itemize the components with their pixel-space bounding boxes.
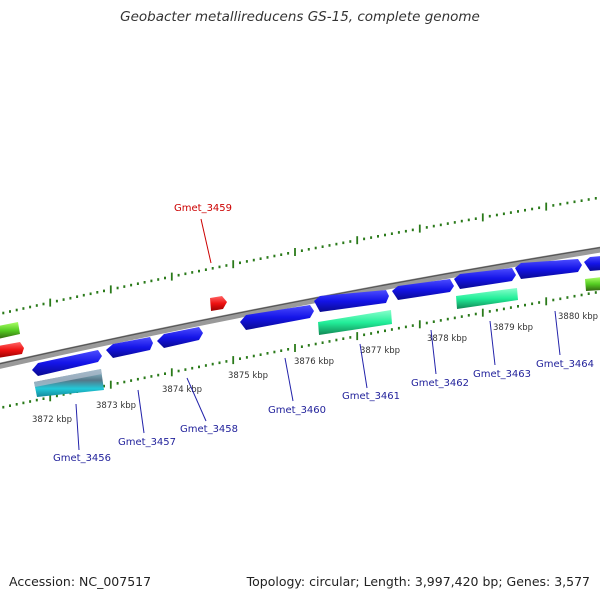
feature-gmet-3460 [240,305,314,330]
kbp-label: 3876 kbp [294,357,334,367]
feature-rna-3461 [318,310,392,335]
kbp-label: 3874 kbp [162,385,202,395]
kbp-label: 3873 kbp [96,401,136,411]
gene-label-gmet-3460[interactable]: Gmet_3460 [268,405,326,416]
feature-partial-red [0,342,24,358]
gene-label-gmet-3459[interactable]: Gmet_3459 [174,203,232,214]
genome-backbone [0,246,600,369]
gene-label-gmet-3464[interactable]: Gmet_3464 [536,359,594,370]
feature-partial-lime-right [585,277,600,291]
feature-gmet-3457 [106,337,153,358]
feature-gmet-3464 [515,259,582,279]
genome-summary-text: Topology: circular; Length: 3,997,420 bp… [246,574,590,589]
gene-label-gmet-3461[interactable]: Gmet_3461 [342,391,400,402]
genome-title: Geobacter metallireducens GS-15, complet… [120,9,480,25]
gene-label-gmet-3462[interactable]: Gmet_3462 [411,378,469,389]
gene-features [0,256,600,397]
kbp-label: 3878 kbp [427,334,467,344]
gene-label-gmet-3457[interactable]: Gmet_3457 [118,437,176,448]
kbp-label: 3877 kbp [360,346,400,356]
gene-label-gmet-3456[interactable]: Gmet_3456 [53,453,111,464]
accession-text: Accession: NC_007517 [9,574,152,589]
kbp-label: 3875 kbp [228,371,268,381]
feature-gmet-3456 [32,350,102,376]
feature-gmet-3459 [210,296,227,311]
outer-tick-ring [2,197,597,315]
kbp-label: 3879 kbp [493,323,533,333]
gene-labels[interactable]: Gmet_3456 Gmet_3457 Gmet_3458 Gmet_3459 … [53,203,594,464]
feature-gmet-3463 [454,268,516,289]
kbp-label: 3880 kbp [558,312,598,322]
feature-partial-green [0,322,20,339]
feature-gmet-3461 [314,290,389,312]
gene-label-gmet-3458[interactable]: Gmet_3458 [180,424,238,435]
gene-label-gmet-3463[interactable]: Gmet_3463 [473,369,531,380]
kbp-label: 3872 kbp [32,415,72,425]
feature-gmet-3458 [157,327,203,348]
kbp-scale-labels: 3872 kbp 3873 kbp 3874 kbp 3875 kbp 3876… [32,312,598,425]
feature-partial-blue-right [584,256,600,271]
feature-gmet-3462 [392,279,454,300]
feature-rna-3463 [456,288,518,309]
